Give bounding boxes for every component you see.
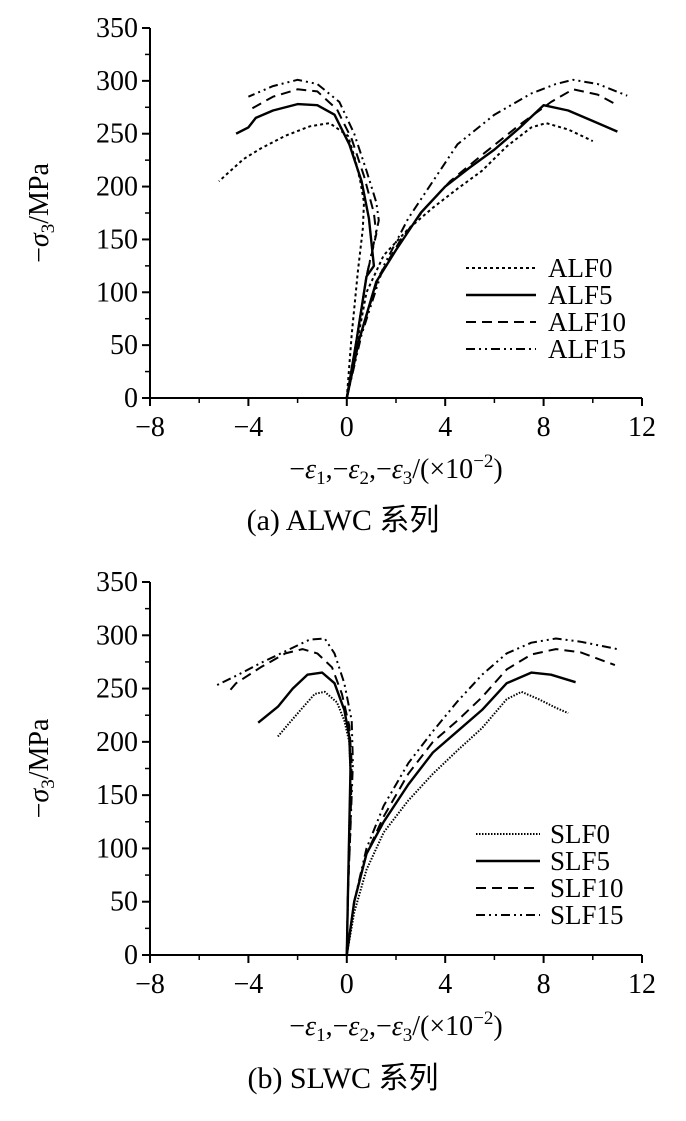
y-tick-label: 200 bbox=[96, 172, 138, 203]
series-line-alf15-left bbox=[248, 78, 380, 399]
series-line-slf5-left bbox=[257, 671, 352, 956]
series-line-slf10-left bbox=[227, 648, 353, 956]
x-tick-label: 12 bbox=[628, 969, 656, 1000]
x-tick-label: 0 bbox=[340, 969, 354, 1000]
legend-label-slf5: SLF5 bbox=[550, 846, 610, 876]
series-line-slf15-right bbox=[345, 637, 618, 956]
x-axis-label: −ε1,−ε2,−ε3/(×10−2) bbox=[289, 451, 502, 489]
y-axis-label: −σ3/MPa bbox=[24, 163, 59, 263]
series-line-alf0-right bbox=[345, 122, 594, 399]
x-tick-label: 0 bbox=[340, 412, 354, 443]
chart-b-caption: (b) SLWC 系列 bbox=[247, 1062, 438, 1095]
legend-label-alf10: ALF10 bbox=[548, 307, 626, 337]
series-line-slf5-right bbox=[345, 671, 576, 956]
series-line-slf10-right bbox=[345, 648, 616, 956]
y-tick-label: 100 bbox=[96, 833, 138, 864]
series-line-slf0-left bbox=[277, 690, 352, 956]
legend-label-alf0: ALF0 bbox=[548, 253, 613, 283]
y-tick-label: 250 bbox=[96, 119, 138, 150]
y-tick-label: 150 bbox=[96, 224, 138, 255]
x-tick-label: −4 bbox=[234, 969, 264, 1000]
y-tick-label: 100 bbox=[96, 277, 138, 308]
y-tick-label: 250 bbox=[96, 674, 138, 705]
legend-label-alf15: ALF15 bbox=[548, 334, 626, 364]
series-line-slf0-right bbox=[345, 690, 569, 956]
y-tick-label: 200 bbox=[96, 727, 138, 758]
series-line-alf0-left bbox=[218, 122, 365, 399]
series-line-slf15-left bbox=[215, 637, 354, 956]
y-tick-label: 350 bbox=[96, 13, 138, 44]
x-axis-label: −ε1,−ε2,−ε3/(×10−2) bbox=[289, 1008, 502, 1046]
legend-label-slf0: SLF0 bbox=[550, 819, 610, 849]
x-tick-label: 8 bbox=[537, 412, 551, 443]
chart-b: 0 50 100 150 200 250 300 350 −8 −4 0 4 8 12 −ε1,−ε2,−ε… bbox=[24, 567, 656, 1046]
series-line-alf15-right bbox=[345, 78, 628, 399]
series-line-alf10-left bbox=[247, 88, 378, 399]
legend-label-alf5: ALF5 bbox=[548, 280, 613, 310]
x-tick-label: −4 bbox=[234, 412, 264, 443]
x-tick-label: 8 bbox=[537, 969, 551, 1000]
chart-a-caption: (a) ALWC 系列 bbox=[247, 504, 440, 537]
y-tick-label: 150 bbox=[96, 780, 138, 811]
x-tick-label: 12 bbox=[628, 412, 656, 443]
x-tick-label: −8 bbox=[135, 412, 165, 443]
y-tick-label: 300 bbox=[96, 66, 138, 97]
legend-label-slf15: SLF15 bbox=[550, 900, 624, 930]
series-line-alf10-right bbox=[345, 88, 618, 399]
y-tick-label: 50 bbox=[110, 887, 138, 918]
y-tick-label: 50 bbox=[110, 330, 138, 361]
x-tick-label: 4 bbox=[438, 412, 452, 443]
y-tick-label: 300 bbox=[96, 620, 138, 651]
y-tick-label: 0 bbox=[124, 383, 138, 414]
legend-label-slf10: SLF10 bbox=[550, 873, 624, 903]
chart-a: 0 50 100 150 200 250 300 350 −8 −4 0 4 8 12 −ε1,−ε2,−ε… bbox=[24, 13, 656, 489]
y-tick-label: 0 bbox=[124, 940, 138, 971]
x-tick-label: −8 bbox=[135, 969, 165, 1000]
y-axis-label: −σ3/MPa bbox=[24, 718, 59, 818]
x-tick-label: 4 bbox=[438, 969, 452, 1000]
y-tick-label: 350 bbox=[96, 567, 138, 598]
